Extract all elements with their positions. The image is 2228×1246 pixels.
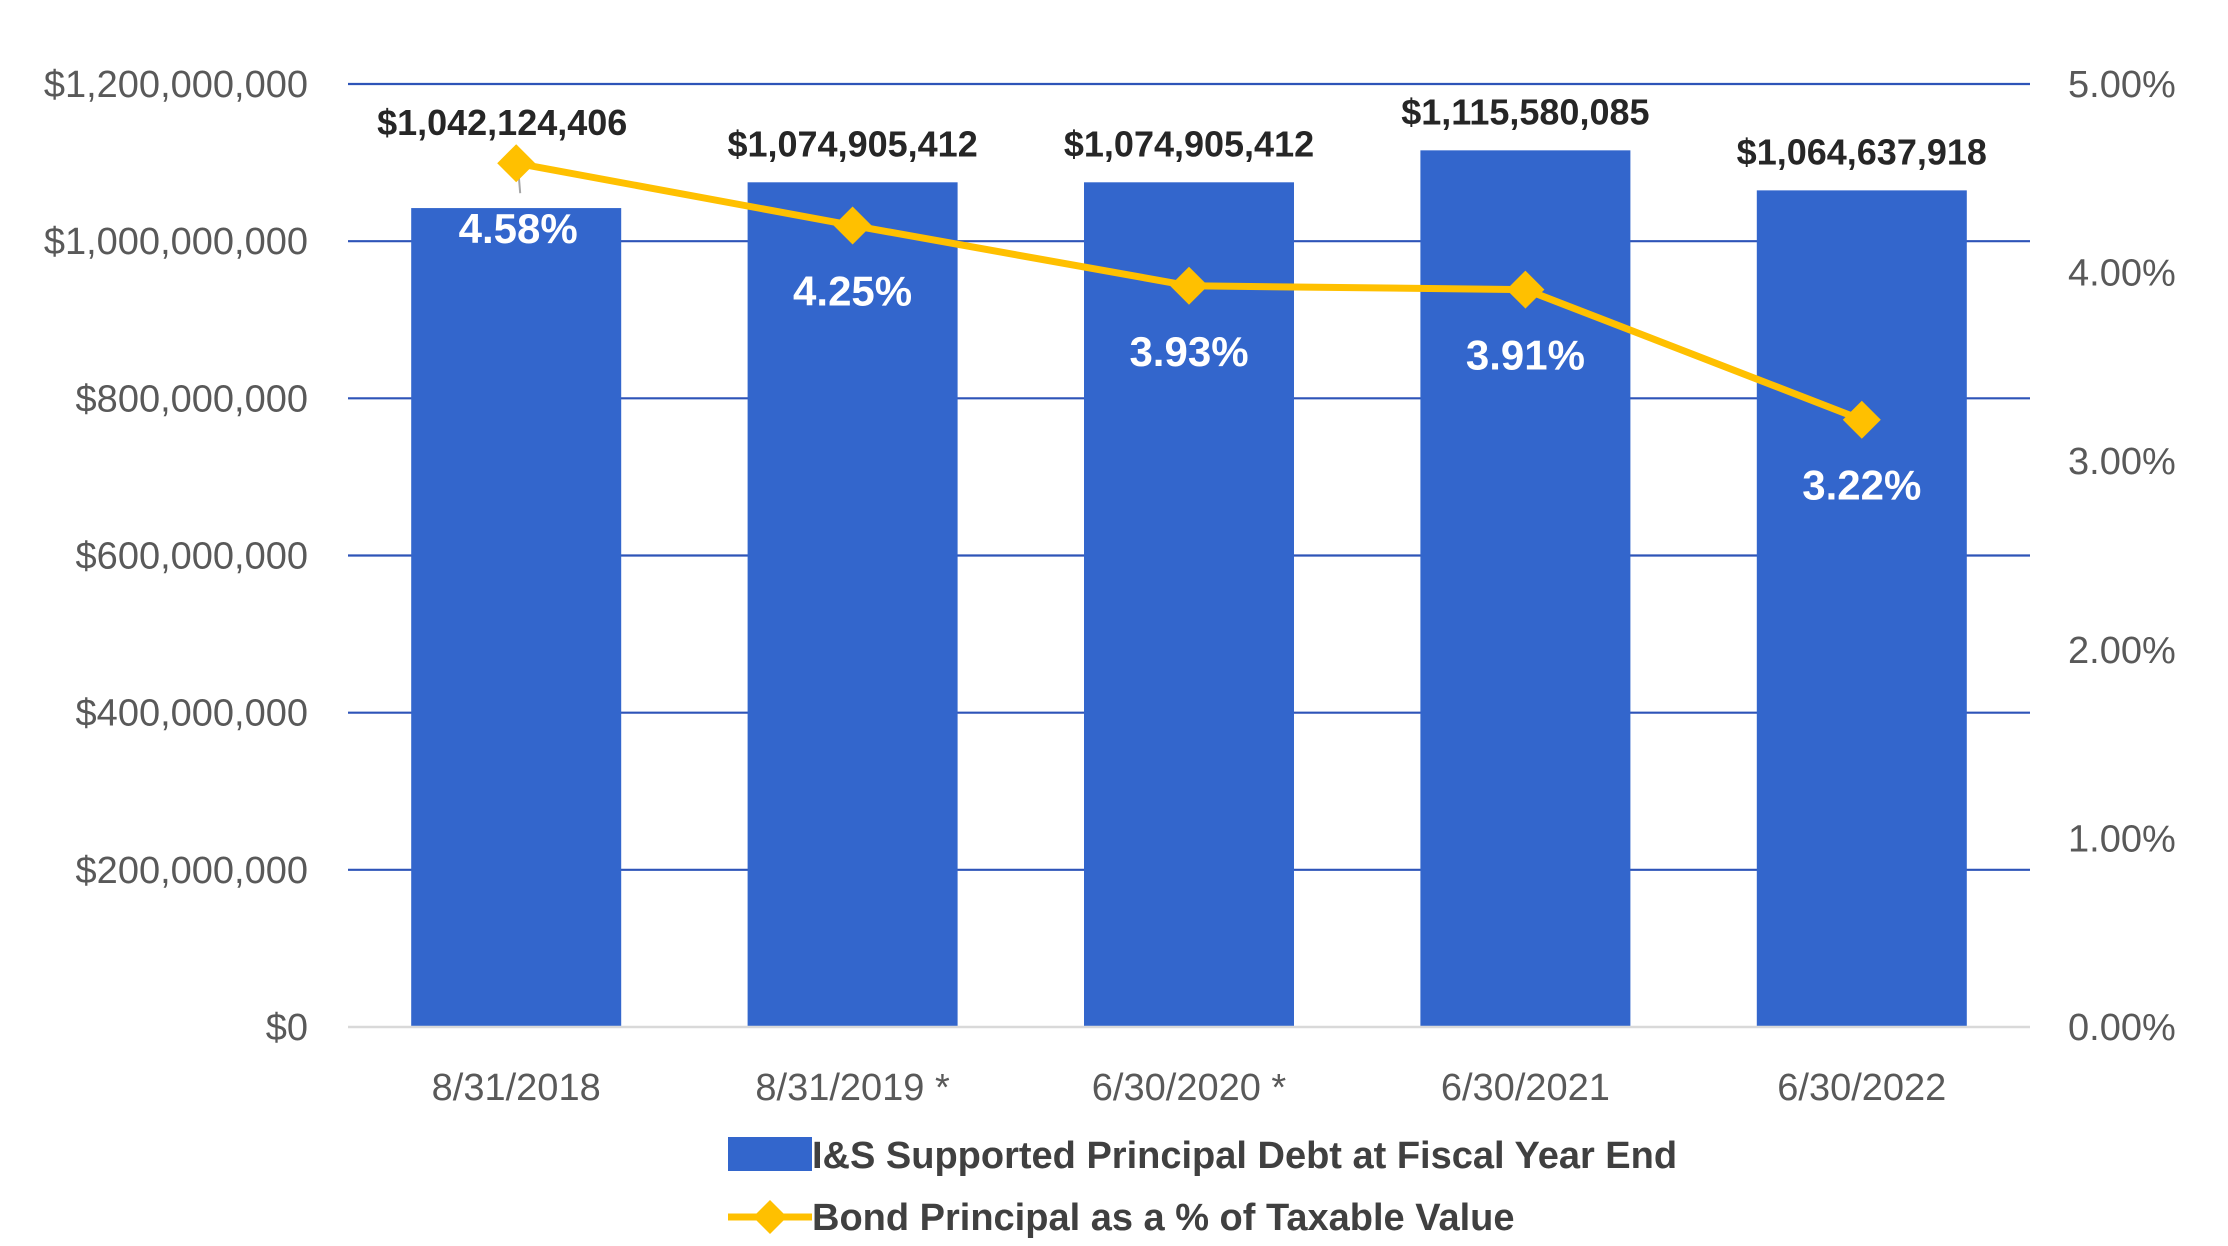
y-left-tick-label: $200,000,000 <box>76 850 308 892</box>
x-tick-label: 6/30/2021 <box>1441 1067 1610 1109</box>
y-right-tick-label: 2.00% <box>2068 630 2176 672</box>
bar-value-label: $1,042,124,406 <box>377 102 627 143</box>
percent-value-label: 3.93% <box>1129 328 1248 375</box>
bar-value-label: $1,074,905,412 <box>727 123 977 164</box>
percent-value-label: 3.91% <box>1466 332 1585 379</box>
y-left-tick-label: $400,000,000 <box>76 693 308 735</box>
legend-line-label: Bond Principal as a % of Taxable Value <box>812 1197 1515 1239</box>
bar[interactable] <box>747 182 958 1028</box>
line-marker[interactable] <box>1842 400 1881 439</box>
percent-value-label: 3.22% <box>1802 462 1921 509</box>
y-left-tick-label: $1,000,000,000 <box>44 221 308 263</box>
y-left-tick-label: $0 <box>266 1007 308 1049</box>
y-left-tick-label: $800,000,000 <box>76 378 308 420</box>
bar[interactable] <box>411 208 622 1027</box>
legend-bar-label: I&S Supported Principal Debt at Fiscal Y… <box>812 1135 1677 1177</box>
y-left-tick-label: $1,200,000,000 <box>44 64 308 106</box>
bar[interactable] <box>1756 190 1967 1027</box>
bar-value-label: $1,074,905,412 <box>1064 123 1314 164</box>
y-right-tick-label: 0.00% <box>2068 1007 2176 1049</box>
y-right-tick-label: 5.00% <box>2068 64 2176 106</box>
y-right-tick-label: 3.00% <box>2068 441 2176 483</box>
percent-value-label: 4.25% <box>793 267 912 314</box>
bar-value-label: $1,115,580,085 <box>1401 91 1649 132</box>
y-left-tick-label: $600,000,000 <box>76 536 308 578</box>
x-tick-label: 8/31/2018 <box>432 1067 601 1109</box>
y-right-tick-label: 4.00% <box>2068 253 2176 295</box>
line-marker[interactable] <box>497 144 536 183</box>
x-tick-label: 8/31/2019 * <box>755 1067 950 1109</box>
bar-value-label: $1,064,637,918 <box>1737 131 1987 172</box>
bar[interactable] <box>1084 182 1294 1028</box>
x-tick-label: 6/30/2020 * <box>1092 1067 1287 1109</box>
line-marker[interactable] <box>1506 270 1545 309</box>
x-tick-label: 6/30/2022 <box>1777 1067 1946 1109</box>
percent-value-label: 4.58% <box>459 205 578 252</box>
line-marker[interactable] <box>833 206 872 245</box>
legend-diamond-icon <box>753 1200 787 1234</box>
legend-bar-swatch <box>728 1137 812 1171</box>
y-right-tick-label: 1.00% <box>2068 818 2176 860</box>
line-marker[interactable] <box>1170 266 1208 305</box>
